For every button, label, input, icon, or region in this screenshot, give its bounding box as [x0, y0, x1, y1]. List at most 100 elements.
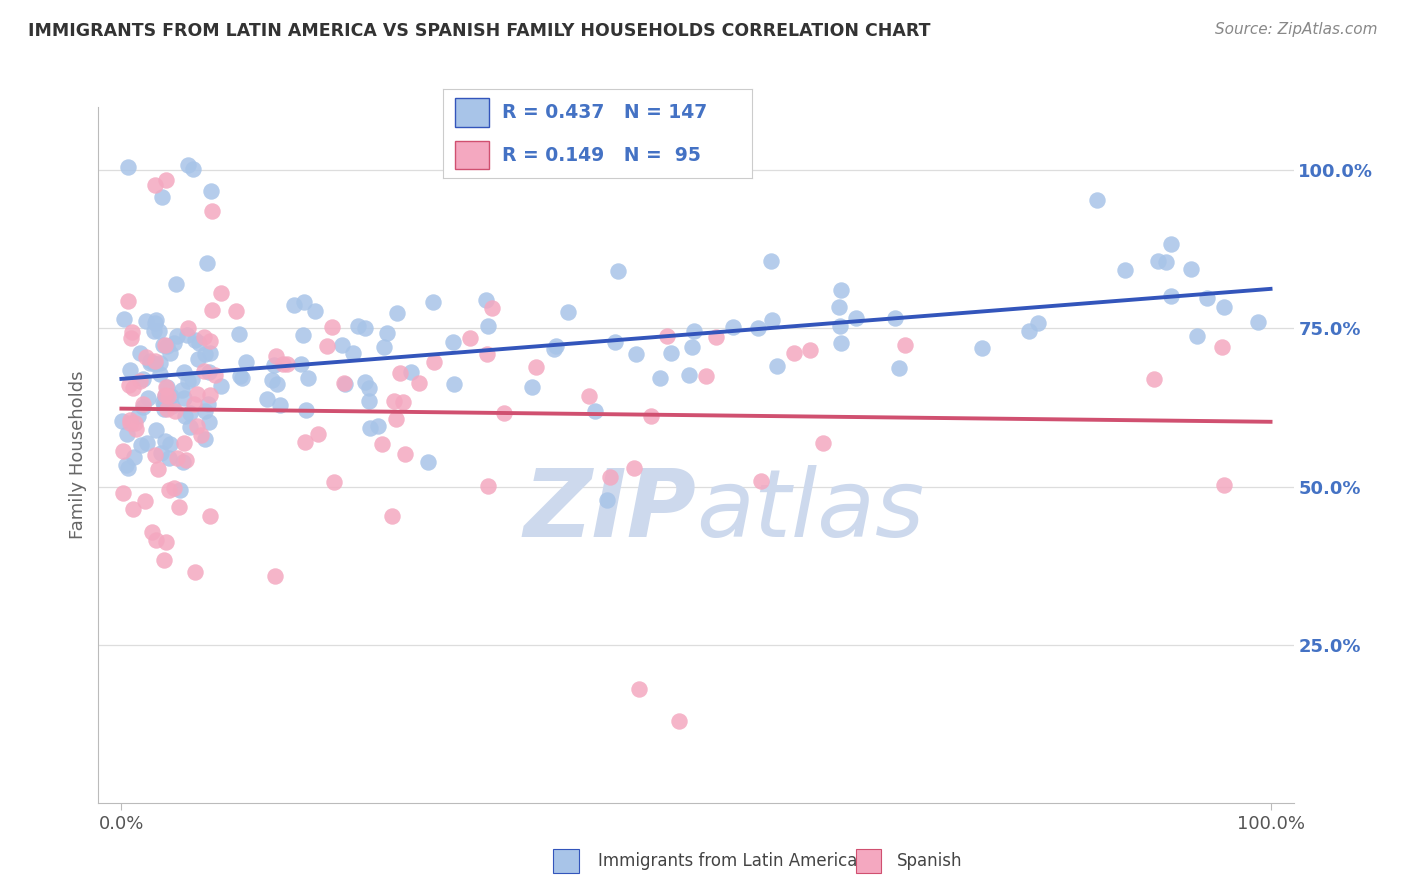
- Point: [155, 535, 177, 549]
- Point: [830, 283, 852, 297]
- Point: [186, 387, 208, 401]
- Point: [443, 377, 465, 392]
- Point: [330, 338, 353, 352]
- Point: [307, 426, 329, 441]
- FancyBboxPatch shape: [456, 98, 489, 127]
- Point: [134, 494, 156, 508]
- Text: ZIP: ZIP: [523, 465, 696, 557]
- Point: [170, 383, 193, 397]
- Point: [115, 458, 138, 472]
- Point: [135, 314, 157, 328]
- Point: [198, 346, 221, 360]
- Point: [183, 396, 205, 410]
- Point: [198, 509, 221, 524]
- Point: [263, 358, 285, 372]
- Point: [122, 450, 145, 465]
- Point: [354, 375, 377, 389]
- Point: [135, 350, 157, 364]
- Point: [1212, 301, 1234, 315]
- Point: [399, 365, 422, 379]
- Point: [408, 376, 430, 391]
- Point: [139, 353, 162, 368]
- Point: [155, 434, 177, 448]
- Point: [152, 394, 174, 409]
- Point: [1154, 255, 1177, 269]
- Point: [118, 412, 141, 426]
- Point: [174, 409, 197, 423]
- Point: [235, 355, 257, 369]
- Point: [179, 420, 201, 434]
- Point: [156, 402, 179, 417]
- Point: [146, 462, 169, 476]
- Point: [155, 380, 177, 394]
- Point: [391, 395, 413, 409]
- Text: R = 0.149   N =  95: R = 0.149 N = 95: [502, 145, 700, 165]
- Point: [384, 412, 406, 426]
- Point: [481, 301, 503, 315]
- Point: [169, 500, 191, 515]
- Point: [292, 327, 315, 342]
- Point: [294, 435, 316, 450]
- Point: [1018, 324, 1040, 338]
- Point: [156, 389, 179, 403]
- Point: [353, 321, 375, 335]
- Text: R = 0.437   N = 147: R = 0.437 N = 147: [502, 103, 707, 122]
- Point: [1085, 194, 1108, 208]
- Point: [1160, 289, 1182, 303]
- Point: [145, 313, 167, 327]
- Point: [111, 444, 134, 458]
- Point: [148, 324, 170, 338]
- Point: [578, 389, 600, 403]
- Point: [228, 326, 250, 341]
- Point: [422, 294, 444, 309]
- Point: [155, 388, 177, 402]
- Point: [229, 369, 252, 384]
- Point: [155, 380, 177, 394]
- Point: [124, 416, 146, 430]
- Point: [342, 346, 364, 360]
- Point: [266, 350, 288, 364]
- Point: [765, 359, 787, 373]
- Point: [759, 254, 782, 268]
- Point: [186, 419, 208, 434]
- Point: [813, 436, 835, 450]
- Point: [112, 312, 135, 326]
- Point: [118, 363, 141, 377]
- Point: [599, 469, 621, 483]
- Point: [747, 321, 769, 335]
- Point: [159, 346, 181, 360]
- Point: [163, 481, 186, 495]
- Point: [143, 178, 166, 192]
- Point: [520, 380, 543, 394]
- Point: [155, 338, 177, 352]
- Point: [385, 306, 408, 320]
- Point: [143, 354, 166, 368]
- Point: [132, 372, 155, 386]
- Point: [323, 475, 346, 490]
- Point: [160, 399, 183, 413]
- Point: [132, 396, 155, 410]
- Point: [120, 416, 142, 430]
- Point: [188, 335, 211, 350]
- Point: [173, 391, 195, 405]
- Point: [357, 381, 380, 395]
- Point: [1160, 237, 1182, 252]
- Point: [681, 340, 703, 354]
- Point: [333, 376, 356, 390]
- Point: [204, 368, 226, 382]
- Point: [316, 339, 339, 353]
- Point: [201, 203, 224, 218]
- Point: [373, 340, 395, 354]
- Point: [159, 450, 181, 465]
- Point: [122, 381, 145, 395]
- Point: [557, 305, 579, 319]
- Point: [157, 483, 180, 497]
- Point: [359, 421, 381, 435]
- Text: Spanish: Spanish: [897, 852, 963, 870]
- Point: [830, 319, 852, 334]
- Point: [347, 319, 370, 334]
- Point: [695, 368, 717, 383]
- Point: [197, 397, 219, 411]
- Point: [845, 310, 868, 325]
- Point: [131, 400, 153, 414]
